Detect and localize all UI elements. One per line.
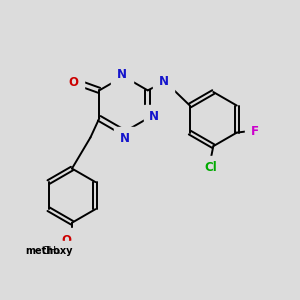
Text: CH₃: CH₃	[41, 246, 60, 256]
Text: O: O	[62, 234, 72, 247]
Text: N: N	[149, 110, 159, 123]
Text: H: H	[161, 70, 170, 80]
Text: N: N	[117, 68, 127, 81]
Text: Cl: Cl	[204, 161, 217, 174]
Text: H: H	[117, 63, 127, 73]
Text: O: O	[68, 76, 78, 89]
Text: N: N	[159, 75, 169, 88]
Text: N: N	[120, 132, 130, 145]
Text: F: F	[250, 125, 258, 138]
Text: methoxy: methoxy	[26, 246, 73, 256]
